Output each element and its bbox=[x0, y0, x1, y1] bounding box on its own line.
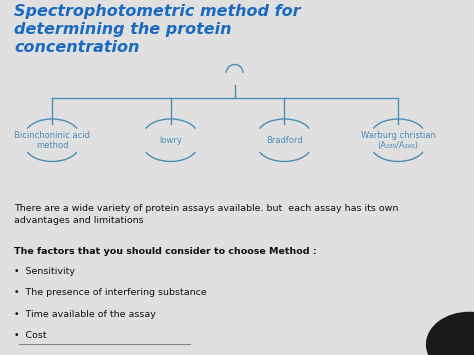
Text: Spectrophotometric method for
determining the protein
concentration: Spectrophotometric method for determinin… bbox=[14, 4, 301, 55]
Text: Warburg christian
(A₂₈₀/A₂₆₀): Warburg christian (A₂₈₀/A₂₆₀) bbox=[361, 131, 436, 150]
Text: lowry: lowry bbox=[159, 136, 182, 145]
Text: The factors that you should consider to choose Method :: The factors that you should consider to … bbox=[14, 247, 317, 256]
Text: •  Cost: • Cost bbox=[14, 331, 47, 340]
Text: Bradford: Bradford bbox=[266, 136, 303, 145]
Text: •  The presence of interfering substance: • The presence of interfering substance bbox=[14, 288, 207, 297]
Text: There are a wide variety of protein assays available. but  each assay has its ow: There are a wide variety of protein assa… bbox=[14, 204, 399, 225]
Text: •  Sensitivity: • Sensitivity bbox=[14, 267, 75, 276]
Text: Bicinchoninic acid
method: Bicinchoninic acid method bbox=[14, 131, 90, 150]
Circle shape bbox=[427, 312, 474, 355]
Text: •  Time available of the assay: • Time available of the assay bbox=[14, 310, 156, 318]
